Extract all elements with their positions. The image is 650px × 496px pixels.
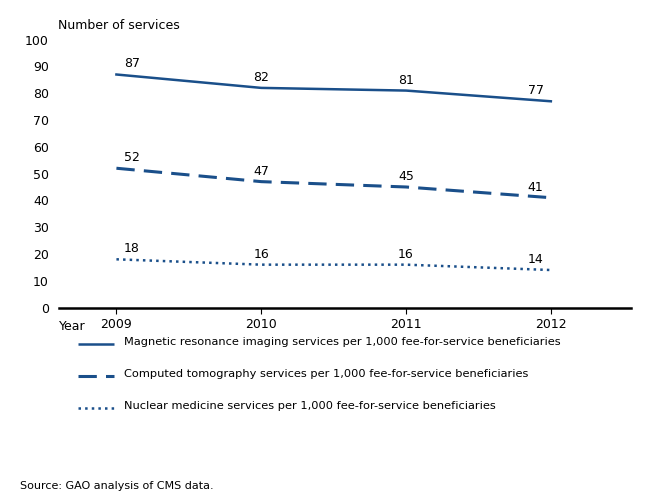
Text: 47: 47 [254,165,269,178]
Text: Computed tomography services per 1,000 fee-for-service beneficiaries: Computed tomography services per 1,000 f… [124,369,528,379]
Text: Magnetic resonance imaging services per 1,000 fee-for-service beneficiaries: Magnetic resonance imaging services per … [124,337,560,347]
Text: 82: 82 [254,71,269,84]
Text: 81: 81 [398,73,414,87]
Text: 52: 52 [124,151,140,164]
Text: 14: 14 [528,253,543,266]
Text: Number of services: Number of services [58,19,180,32]
Text: 16: 16 [254,248,269,261]
Text: 18: 18 [124,242,140,255]
Text: 87: 87 [124,58,140,70]
Text: 45: 45 [398,170,414,183]
Text: 16: 16 [398,248,414,261]
Text: Nuclear medicine services per 1,000 fee-for-service beneficiaries: Nuclear medicine services per 1,000 fee-… [124,401,495,411]
Text: Source: GAO analysis of CMS data.: Source: GAO analysis of CMS data. [20,481,213,491]
Text: 77: 77 [528,84,543,97]
Text: Year: Year [58,320,85,333]
Text: 41: 41 [528,181,543,193]
